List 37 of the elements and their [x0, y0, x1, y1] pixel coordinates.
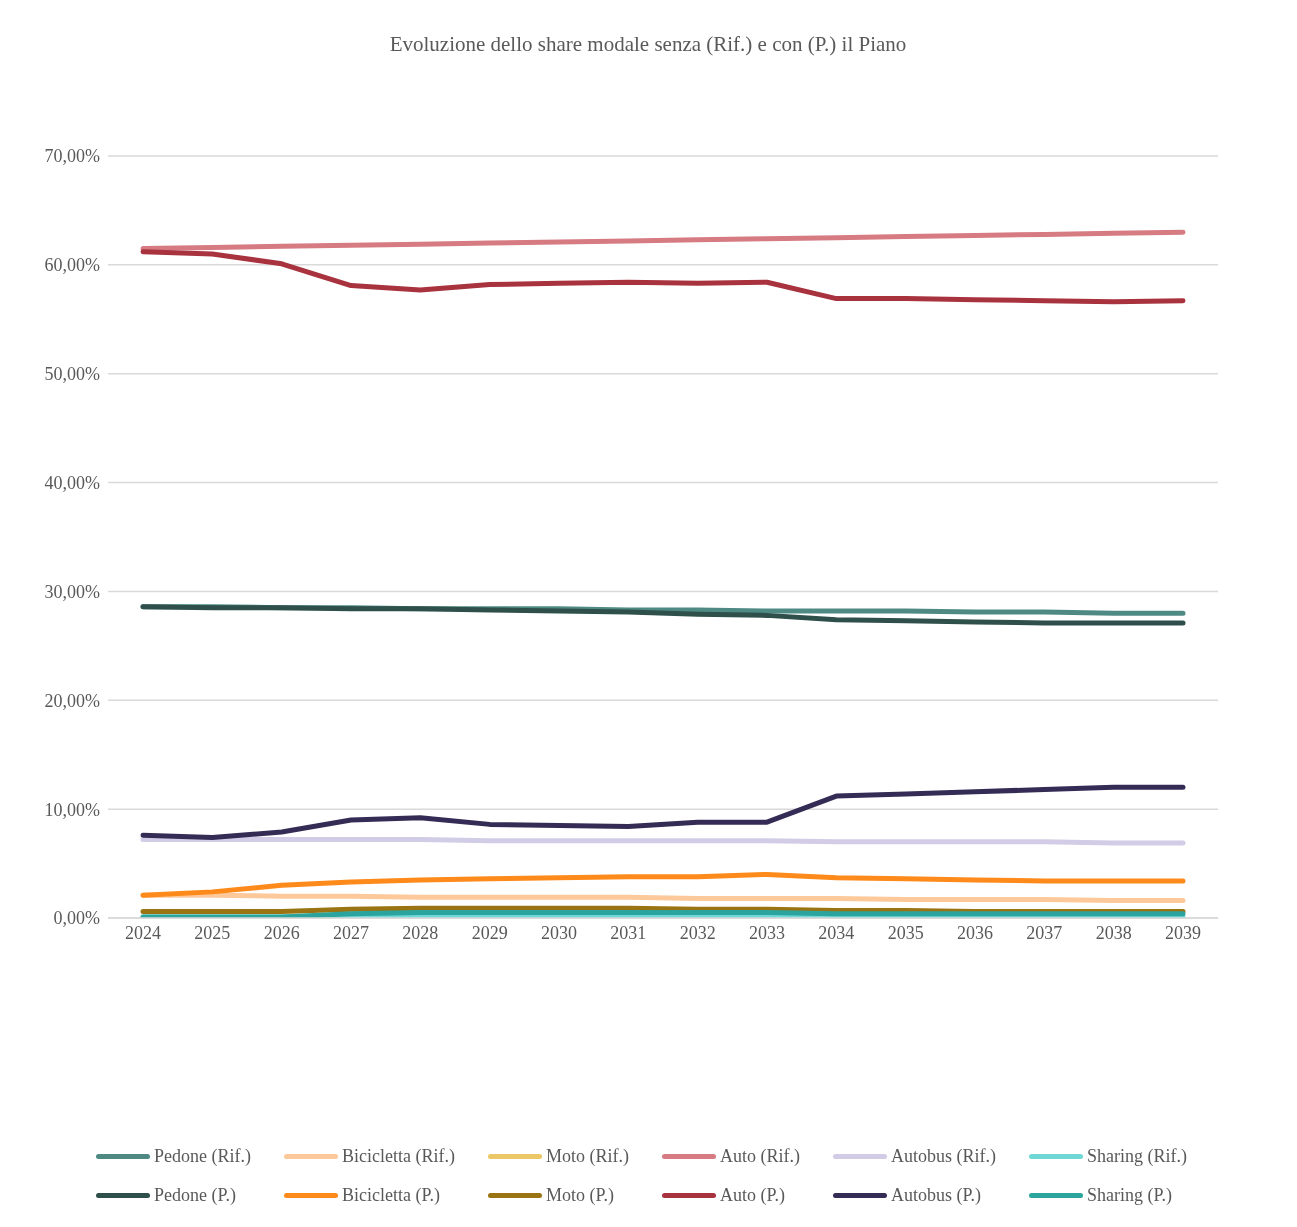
x-tick-label: 2034: [818, 922, 855, 943]
x-tick-label: 2024: [125, 922, 161, 943]
legend-label: Sharing (Rif.): [1087, 1146, 1187, 1167]
x-tick-label: 2036: [957, 922, 993, 943]
x-tick-label: 2031: [610, 922, 647, 943]
x-tick-label: 2032: [679, 922, 716, 943]
legend-label: Moto (Rif.): [545, 1146, 629, 1167]
x-tick-label: 2028: [402, 922, 439, 943]
legend-label: Moto (P.): [545, 1185, 614, 1206]
x-tick-label: 2033: [749, 922, 785, 943]
legend-label: Bicicletta (P.): [341, 1185, 440, 1206]
legend-label: Sharing (P.): [1087, 1185, 1172, 1206]
x-tick-label: 2035: [887, 922, 924, 943]
x-tick-label: 2039: [1165, 922, 1201, 943]
y-tick-label: 20,00%: [44, 690, 100, 711]
legend-label: Autobus (P.): [890, 1185, 981, 1206]
legend-label: Auto (Rif.): [719, 1146, 800, 1167]
legend-label: Autobus (Rif.): [890, 1146, 996, 1167]
x-tick-label: 2026: [263, 922, 300, 943]
x-tick-label: 2037: [1026, 922, 1063, 943]
x-tick-label: 2027: [333, 922, 369, 943]
chart-title: Evoluzione dello share modale senza (Rif.) e con (P.) il Piano: [388, 32, 908, 57]
y-tick-label: 10,00%: [44, 799, 100, 820]
y-tick-label: 40,00%: [44, 472, 100, 493]
x-tick-label: 2030: [541, 922, 577, 943]
legend-label: Bicicletta (Rif.): [341, 1146, 455, 1167]
y-tick-label: 70,00%: [44, 146, 100, 167]
x-tick-label: 2029: [471, 922, 508, 943]
y-tick-label: 50,00%: [44, 364, 100, 385]
x-tick-label: 2038: [1095, 922, 1132, 943]
legend-label: Auto (P.): [719, 1185, 785, 1206]
y-tick-label: 0,00%: [53, 908, 100, 929]
y-tick-label: 60,00%: [44, 255, 100, 276]
legend-label: Pedone (Rif.): [154, 1146, 251, 1167]
legend-label: Pedone (P.): [154, 1185, 236, 1206]
y-tick-label: 30,00%: [44, 581, 100, 602]
x-tick-label: 2025: [194, 922, 231, 943]
